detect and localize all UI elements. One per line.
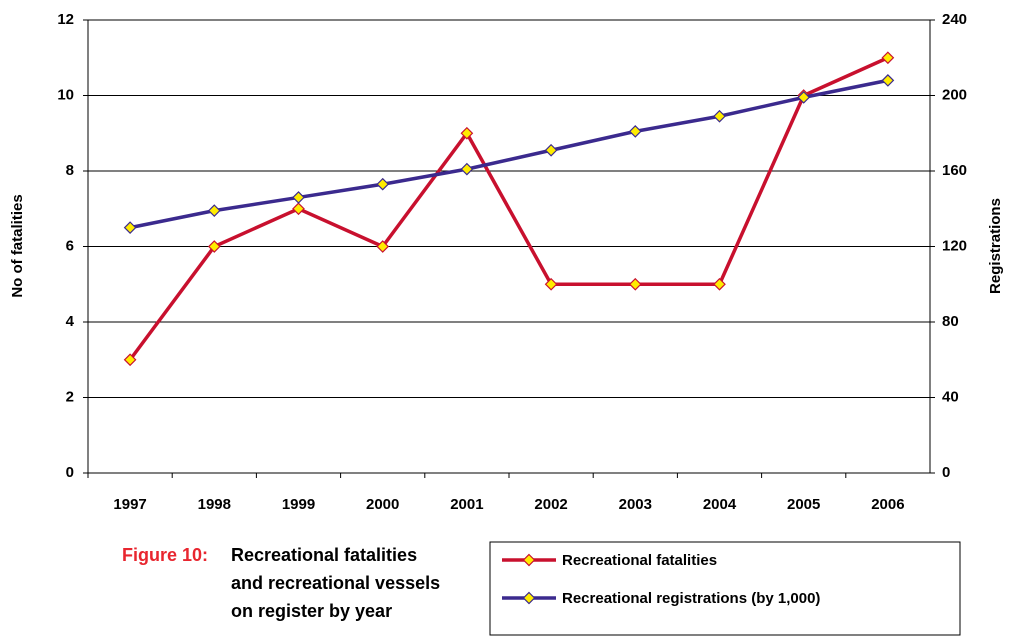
marker — [376, 177, 390, 191]
legend-box — [489, 541, 961, 636]
y2-axis-label: Registrations — [987, 198, 1004, 294]
legend-label: Recreational fatalities — [562, 552, 717, 569]
x-tick-label: 2000 — [366, 496, 399, 513]
series-line — [129, 78, 889, 230]
marker — [460, 162, 474, 176]
marker — [207, 240, 221, 253]
figure-label: Figure 10: — [122, 545, 208, 565]
marker — [881, 51, 895, 65]
x-tick-label: 2006 — [871, 496, 904, 513]
legend-marker — [522, 591, 536, 605]
marker — [797, 91, 811, 104]
legend-marker — [522, 553, 536, 567]
y-tick-label: 0 — [66, 464, 74, 481]
y2-tick-label: 120 — [942, 237, 967, 254]
marker — [881, 74, 895, 87]
chart-title: Recreational fatalities — [231, 545, 417, 565]
marker — [544, 277, 558, 291]
y2-tick-label: 160 — [942, 162, 967, 179]
marker — [123, 353, 137, 367]
x-tick-label: 2003 — [619, 496, 652, 513]
marker — [713, 277, 726, 291]
x-tick-label: 1998 — [198, 496, 231, 513]
y2-tick-label: 200 — [942, 86, 967, 103]
x-tick-label: 2002 — [534, 496, 567, 513]
y-tick-label: 2 — [66, 388, 74, 405]
y-tick-label: 8 — [66, 162, 74, 179]
marker — [123, 221, 137, 234]
y-tick-label: 6 — [66, 237, 74, 254]
x-tick-label: 2004 — [703, 496, 737, 513]
y2-tick-label: 240 — [942, 11, 967, 28]
marker — [628, 125, 642, 138]
marker — [292, 191, 305, 204]
x-tick-label: 2005 — [787, 496, 820, 513]
chart-title: and recreational vessels — [231, 573, 440, 593]
series-line — [128, 56, 889, 361]
marker — [544, 143, 558, 157]
y2-tick-label: 80 — [942, 313, 959, 330]
marker — [376, 240, 390, 253]
x-tick-label: 1999 — [282, 496, 315, 513]
legend-label: Recreational registrations (by 1,000) — [562, 590, 820, 607]
marker — [713, 109, 726, 123]
y-tick-label: 10 — [57, 86, 74, 103]
y2-tick-label: 40 — [942, 388, 959, 405]
marker — [460, 126, 474, 140]
y-tick-label: 12 — [57, 11, 74, 28]
marker — [292, 202, 305, 216]
x-tick-label: 1997 — [113, 496, 146, 513]
marker — [628, 277, 642, 291]
y-tick-label: 4 — [66, 313, 75, 330]
marker — [207, 204, 221, 217]
y2-tick-label: 0 — [942, 464, 950, 481]
x-tick-label: 2001 — [450, 496, 483, 513]
chart-title: on register by year — [231, 601, 392, 621]
y-axis-label: No of fatalities — [9, 194, 26, 297]
